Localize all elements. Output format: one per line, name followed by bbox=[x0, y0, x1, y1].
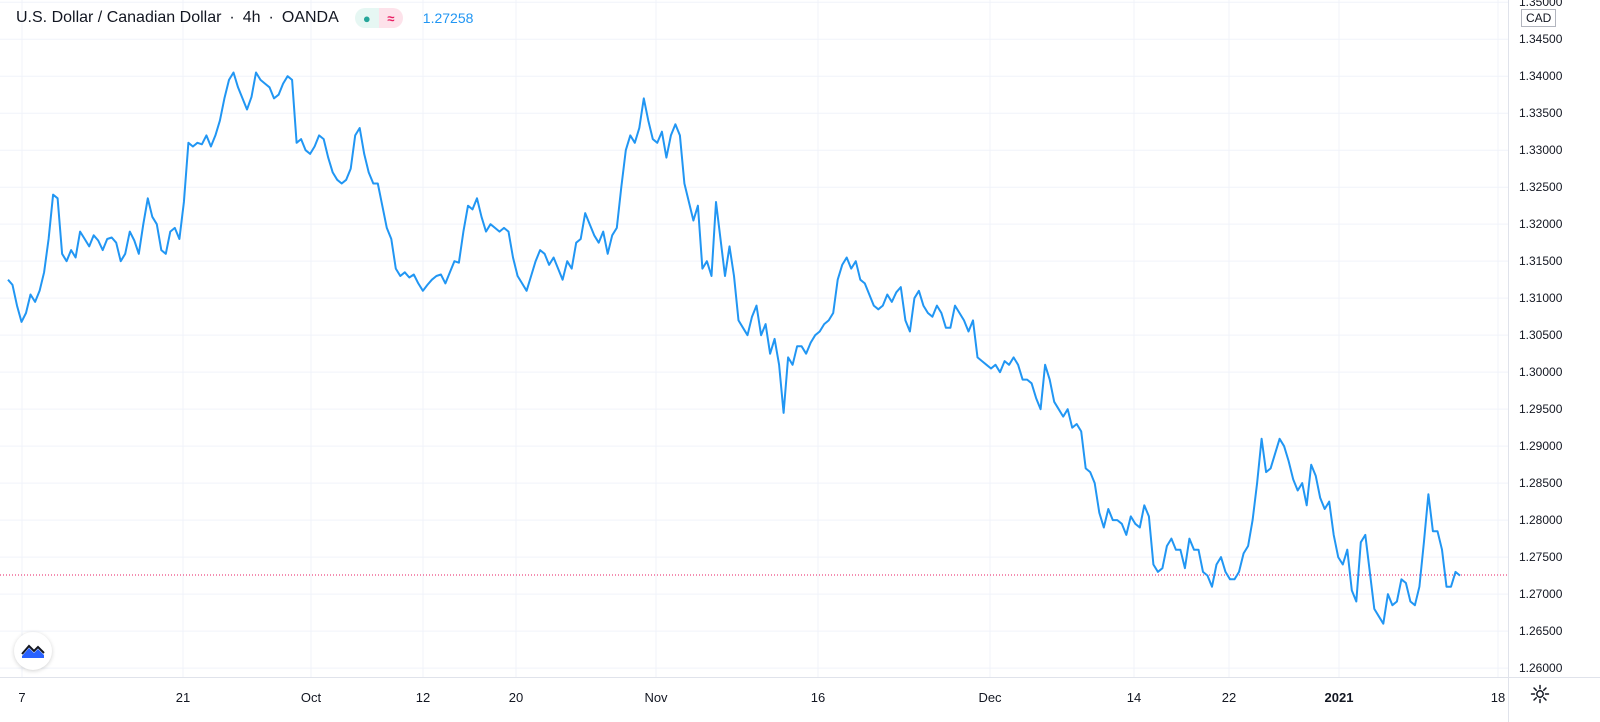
compare-icon[interactable]: ≈ bbox=[378, 8, 403, 28]
y-tick-label: 1.26000 bbox=[1519, 661, 1563, 676]
grid-vertical bbox=[21, 0, 1499, 677]
last-price: 1.27258 bbox=[422, 10, 474, 26]
y-tick-label: 1.26500 bbox=[1519, 624, 1563, 639]
y-tick-label: 1.31000 bbox=[1519, 291, 1563, 306]
grid-horizontal bbox=[0, 1, 1508, 669]
time-axis[interactable]: 7 21 Oct 12 20 Nov 16 Dec 14 22 2021 18 bbox=[0, 677, 1508, 722]
tradingview-logo-button[interactable] bbox=[14, 632, 52, 670]
x-tick-label: Nov bbox=[644, 690, 668, 705]
x-tick-label: 2021 bbox=[1324, 690, 1354, 705]
market-open-icon[interactable]: ● bbox=[354, 8, 379, 28]
x-tick-label: 14 bbox=[1126, 690, 1142, 705]
interval-label[interactable]: 4h bbox=[242, 9, 261, 26]
chart-logo-icon bbox=[21, 644, 45, 658]
y-tick-label: 1.28000 bbox=[1519, 513, 1563, 528]
separator-dot: · bbox=[268, 9, 274, 26]
y-tick-label: 1.34000 bbox=[1519, 69, 1563, 84]
x-tick-label: 12 bbox=[415, 690, 431, 705]
y-tick-label: 1.29500 bbox=[1519, 402, 1563, 417]
y-tick-label: 1.30000 bbox=[1519, 365, 1563, 380]
status-badges: ● ≈ bbox=[354, 8, 403, 28]
y-tick-label: 1.28500 bbox=[1519, 476, 1563, 491]
x-tick-label: Oct bbox=[300, 690, 322, 705]
y-tick-label: 1.33000 bbox=[1519, 143, 1563, 158]
y-tick-label: 1.32000 bbox=[1519, 217, 1563, 232]
y-tick-label: 1.35000 bbox=[1519, 0, 1563, 10]
x-tick-label: 7 bbox=[18, 690, 26, 705]
plot-area[interactable] bbox=[0, 0, 1508, 677]
y-tick-label: 1.30500 bbox=[1519, 328, 1563, 343]
chart-legend: U.S. Dollar / Canadian Dollar · 4h · OAN… bbox=[16, 8, 473, 28]
y-tick-label: 1.32500 bbox=[1519, 180, 1563, 195]
series-line[interactable] bbox=[7, 71, 1461, 625]
x-tick-label: 20 bbox=[508, 690, 524, 705]
y-tick-label: 1.29000 bbox=[1519, 439, 1563, 454]
x-tick-label: 22 bbox=[1221, 690, 1237, 705]
y-tick-label: 1.27000 bbox=[1519, 587, 1563, 602]
symbol-title[interactable]: U.S. Dollar / Canadian Dollar bbox=[16, 9, 222, 26]
y-tick-label: 1.31500 bbox=[1519, 254, 1563, 269]
x-tick-label: Dec bbox=[978, 690, 1002, 705]
x-tick-label: 18 bbox=[1490, 690, 1506, 705]
settings-gear-icon[interactable] bbox=[1530, 684, 1550, 704]
x-tick-label: 21 bbox=[175, 690, 191, 705]
broker-label: OANDA bbox=[281, 9, 339, 26]
axis-corner bbox=[1508, 677, 1600, 722]
separator-dot: · bbox=[229, 9, 235, 26]
currency-label[interactable]: CAD bbox=[1521, 9, 1557, 27]
x-tick-label: 16 bbox=[810, 690, 826, 705]
y-tick-label: 1.33500 bbox=[1519, 106, 1563, 121]
price-axis[interactable]: CAD 1.35000 1.34500 1.34000 1.33500 1.33000 1… bbox=[1508, 0, 1600, 677]
y-tick-label: 1.27500 bbox=[1519, 550, 1563, 565]
y-tick-label: 1.34500 bbox=[1519, 32, 1563, 47]
